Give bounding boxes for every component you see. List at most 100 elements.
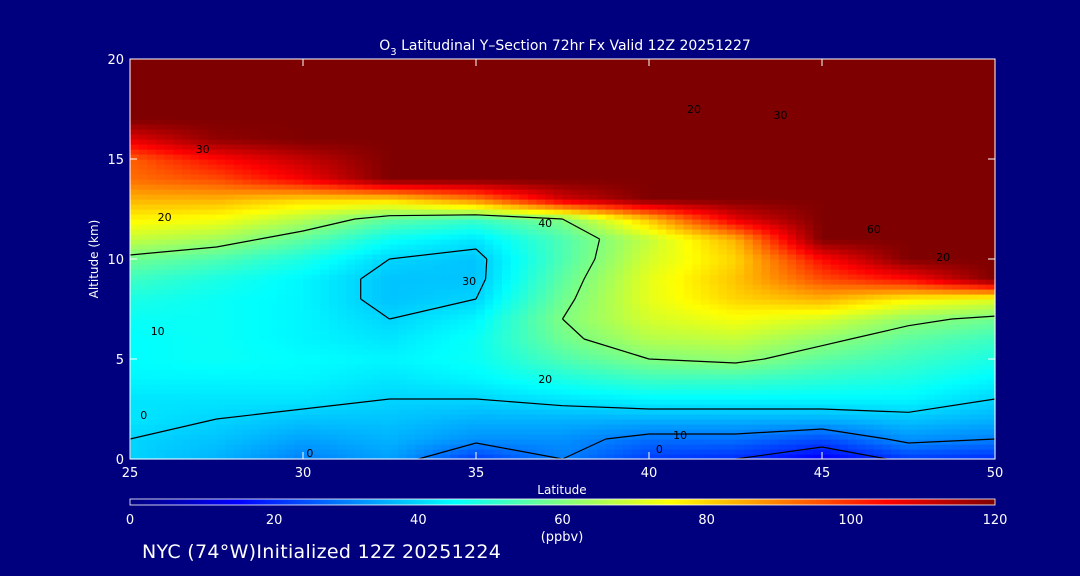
- heatmap-cell: [553, 389, 564, 395]
- heatmap-cell: [484, 419, 494, 425]
- heatmap-cell: [744, 384, 754, 390]
- heatmap-cell: [225, 259, 235, 265]
- heatmap-cell: [467, 234, 477, 240]
- heatmap-cell: [761, 449, 771, 455]
- heatmap-cell: [233, 434, 244, 440]
- heatmap-cell: [181, 449, 192, 455]
- heatmap-cell: [181, 349, 192, 355]
- heatmap-cell: [683, 249, 693, 255]
- heatmap-cell: [225, 329, 235, 335]
- heatmap-cell: [545, 294, 555, 300]
- heatmap-cell: [674, 449, 685, 455]
- heatmap-cell: [649, 239, 659, 245]
- heatmap-cell: [666, 439, 676, 445]
- heatmap-cell: [917, 224, 927, 230]
- heatmap-cell: [562, 349, 572, 355]
- heatmap-cell: [735, 349, 745, 355]
- heatmap-cell: [415, 274, 425, 280]
- heatmap-cell: [476, 234, 486, 240]
- heatmap-cell: [718, 409, 728, 415]
- heatmap-cell: [277, 379, 287, 385]
- heatmap-cell: [164, 414, 174, 420]
- heatmap-cell: [588, 374, 598, 380]
- heatmap-cell: [303, 344, 313, 350]
- heatmap-cell: [138, 219, 148, 225]
- heatmap-cell: [190, 414, 200, 420]
- heatmap-cell: [130, 424, 140, 430]
- heatmap-cell: [441, 234, 451, 240]
- heatmap-cell: [735, 399, 745, 405]
- heatmap-cell: [173, 444, 183, 450]
- heatmap-cell: [328, 249, 339, 255]
- heatmap-cell: [847, 309, 858, 315]
- heatmap-cell: [770, 319, 780, 325]
- heatmap-cell: [934, 384, 944, 390]
- heatmap-cell: [415, 299, 425, 305]
- heatmap-cell: [527, 344, 538, 350]
- heatmap-cell: [450, 264, 460, 270]
- heatmap-cell: [415, 224, 425, 230]
- heatmap-cell: [354, 234, 365, 240]
- heatmap-cell: [424, 414, 434, 420]
- heatmap-cell: [839, 359, 849, 365]
- heatmap-cell: [181, 419, 192, 425]
- heatmap-cell: [424, 339, 434, 345]
- heatmap-cell: [138, 444, 148, 450]
- heatmap-cell: [726, 234, 737, 240]
- heatmap-cell: [406, 304, 417, 310]
- heatmap-cell: [882, 209, 892, 215]
- heatmap-cell: [493, 254, 503, 260]
- heatmap-cell: [917, 289, 927, 295]
- heatmap-cell: [623, 359, 633, 365]
- heatmap-cell: [311, 384, 321, 390]
- heatmap-cell: [164, 274, 174, 280]
- heatmap-cell: [934, 274, 944, 280]
- heatmap-cell: [787, 374, 797, 380]
- heatmap-cell: [605, 354, 615, 360]
- heatmap-cell: [588, 434, 598, 440]
- heatmap-cell: [164, 209, 174, 215]
- heatmap-cell: [277, 424, 287, 430]
- heatmap-cell: [891, 444, 901, 450]
- heatmap-cell: [657, 209, 667, 215]
- plot-area: [130, 59, 996, 460]
- heatmap-cell: [778, 424, 788, 430]
- heatmap-cell: [311, 404, 321, 410]
- heatmap-cell: [545, 324, 555, 330]
- heatmap-cell: [354, 219, 365, 225]
- heatmap-cell: [484, 384, 494, 390]
- heatmap-cell: [562, 369, 572, 375]
- heatmap-cell: [354, 444, 365, 450]
- heatmap-cell: [303, 234, 313, 240]
- heatmap-cell: [891, 374, 901, 380]
- heatmap-cell: [943, 349, 953, 355]
- heatmap-cell: [597, 224, 607, 230]
- heatmap-cell: [562, 324, 572, 330]
- heatmap-cell: [908, 364, 918, 370]
- heatmap-cell: [839, 314, 849, 320]
- heatmap-cell: [199, 299, 209, 305]
- heatmap-cell: [406, 259, 417, 265]
- heatmap-cell: [822, 399, 832, 405]
- heatmap-cell: [294, 429, 304, 435]
- heatmap-cell: [787, 244, 797, 250]
- heatmap-cell: [977, 214, 987, 220]
- heatmap-cell: [917, 369, 927, 375]
- heatmap-cell: [839, 384, 849, 390]
- heatmap-cell: [726, 389, 737, 395]
- heatmap-cell: [337, 324, 347, 330]
- heatmap-cell: [354, 249, 365, 255]
- heatmap-cell: [545, 394, 555, 400]
- heatmap-cell: [311, 434, 321, 440]
- heatmap-cell: [960, 349, 970, 355]
- heatmap-cell: [718, 239, 728, 245]
- heatmap-cell: [181, 324, 192, 330]
- heatmap-cell: [320, 259, 330, 265]
- heatmap-cell: [398, 334, 408, 340]
- heatmap-cell: [882, 229, 892, 235]
- heatmap-cell: [130, 339, 140, 345]
- heatmap-cell: [822, 379, 832, 385]
- heatmap-cell: [579, 249, 590, 255]
- heatmap-cell: [908, 344, 918, 350]
- heatmap-cell: [813, 294, 823, 300]
